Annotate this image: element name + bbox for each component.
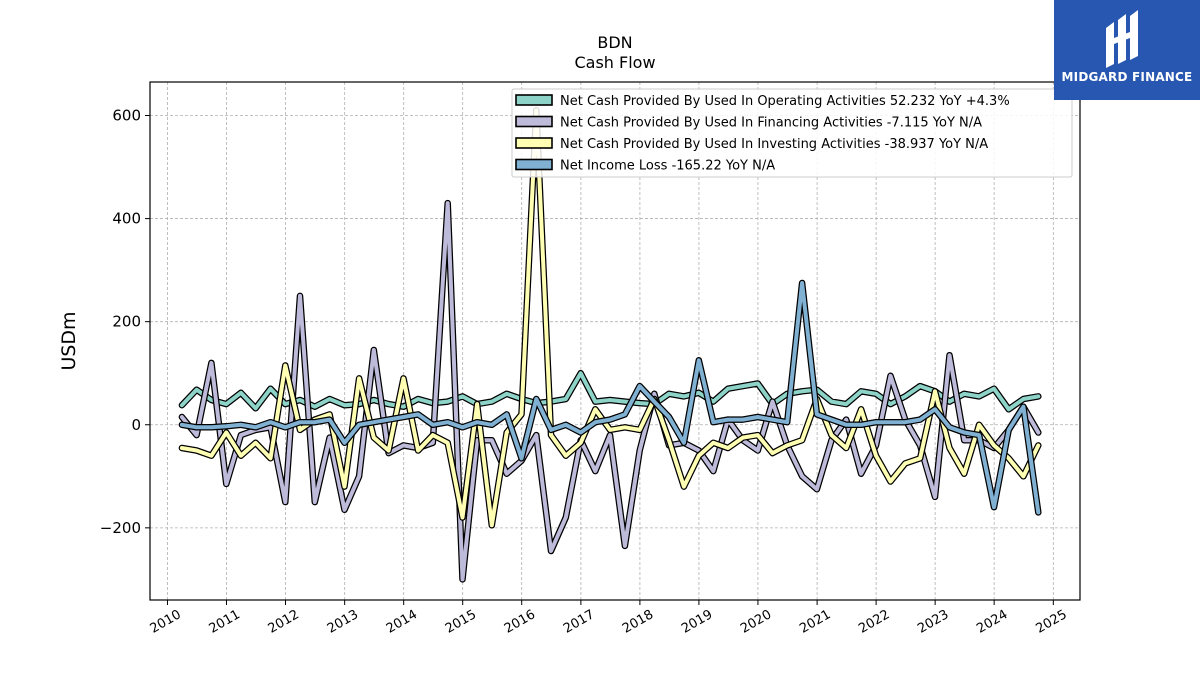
- y-axis-ticks: −200 0 200 400 600: [100, 107, 150, 537]
- x-tick-label: 2021: [797, 607, 833, 637]
- plot-frame: [149, 81, 1081, 601]
- x-tick-label: 2014: [384, 607, 420, 637]
- y-tick-label: 0: [131, 416, 141, 434]
- legend-swatch: [515, 158, 553, 171]
- y-tick-label: 400: [112, 210, 141, 228]
- legend: Net Cash Provided By Used In Operating A…: [511, 88, 1073, 178]
- x-tick-label: 2019: [679, 607, 715, 637]
- x-tick-label: 2024: [974, 607, 1010, 637]
- x-tick-label: 2018: [620, 607, 656, 637]
- legend-swatch: [515, 94, 553, 106]
- legend-swatch: [515, 137, 553, 149]
- series-line: [179, 108, 1041, 528]
- y-tick-label: −200: [100, 519, 141, 537]
- series-line: [179, 371, 1041, 412]
- x-tick-label: 2023: [915, 607, 951, 637]
- x-tick-label: 2013: [325, 607, 361, 637]
- x-axis-ticks: 2010 2011 2012 2013 2014 2015 2016 2017 2018 2019…: [148, 600, 1070, 637]
- series-lines: [178, 107, 1042, 583]
- legend-box: [511, 88, 1073, 178]
- x-tick-label: 2016: [502, 607, 538, 637]
- series-line: [179, 281, 1041, 515]
- y-tick-label: 600: [112, 107, 141, 125]
- legend-swatch: [515, 115, 553, 128]
- y-axis-label: USDm: [58, 311, 80, 370]
- x-tick-label: 2025: [1033, 607, 1069, 637]
- chart-subtitle: Cash Flow: [574, 53, 655, 72]
- legend-label: Net Cash Provided By Used In Operating A…: [560, 94, 1010, 109]
- legend-label: Net Cash Provided By Used In Financing A…: [560, 116, 982, 131]
- legend-label: Net Income Loss -165.22 YoY N/A: [560, 159, 775, 174]
- x-tick-label: 2022: [856, 607, 892, 637]
- series-line: [179, 201, 1041, 582]
- brand-logo: MIDGARD FINANCE: [1054, 0, 1200, 100]
- x-tick-label: 2011: [207, 607, 243, 637]
- x-tick-label: 2010: [148, 607, 184, 637]
- midgard-logo-icon: [1106, 10, 1138, 68]
- chart-title: BDN: [597, 33, 632, 52]
- legend-label: Net Cash Provided By Used In Investing A…: [560, 137, 988, 152]
- x-tick-label: 2012: [266, 607, 302, 637]
- x-tick-label: 2020: [738, 607, 774, 637]
- x-tick-label: 2015: [443, 607, 479, 637]
- x-tick-label: 2017: [561, 607, 597, 637]
- brand-name: MIDGARD FINANCE: [1061, 70, 1193, 84]
- y-tick-label: 200: [112, 313, 141, 331]
